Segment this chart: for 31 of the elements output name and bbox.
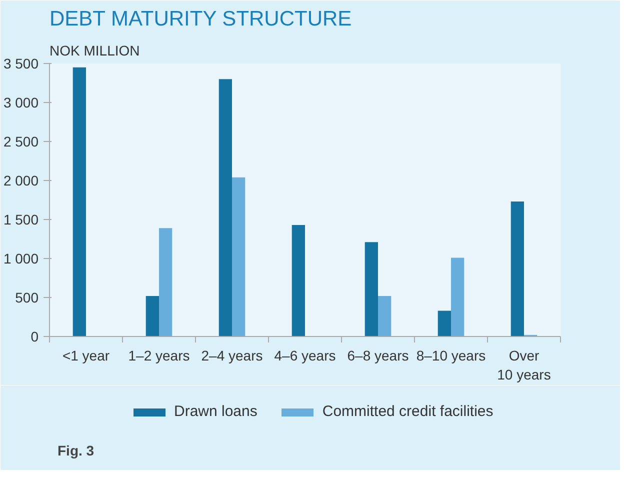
chart-title: DEBT MATURITY STRUCTURE bbox=[50, 8, 352, 30]
x-tick-label: 8–10 years bbox=[416, 348, 486, 364]
bar bbox=[218, 79, 232, 336]
x-tick-label: Over 10 years bbox=[497, 348, 551, 383]
x-tick-label: 4–6 years bbox=[274, 348, 336, 364]
y-tick-label: 3 500 bbox=[3, 56, 39, 72]
bar bbox=[292, 224, 305, 336]
y-tick-label: 500 bbox=[15, 290, 39, 306]
y-tick-label: 1 500 bbox=[3, 212, 39, 228]
caption: Fig. 3 bbox=[58, 442, 94, 458]
x-tick-label: 1–2 years bbox=[128, 348, 190, 364]
x-tick-label: 6–8 years bbox=[347, 348, 409, 364]
y-axis-title: NOK MILLION bbox=[50, 42, 140, 58]
bar bbox=[438, 310, 451, 336]
y-tick-label: 3 000 bbox=[3, 94, 39, 110]
y-tick-label: 0 bbox=[30, 328, 39, 344]
bar bbox=[232, 177, 246, 336]
bar bbox=[146, 296, 159, 336]
legend-label: Drawn loans bbox=[174, 403, 258, 420]
bar bbox=[451, 258, 464, 336]
bar bbox=[159, 228, 172, 336]
bar bbox=[378, 296, 392, 336]
y-tick-label: 1 000 bbox=[3, 250, 39, 266]
legend-label: Committed credit facilities bbox=[322, 403, 494, 420]
bar bbox=[72, 67, 86, 336]
y-tick-label: 2 500 bbox=[3, 134, 39, 150]
x-tick-label: 2–4 years bbox=[201, 348, 263, 364]
x-tick-label: <1 year bbox=[62, 348, 110, 364]
bar bbox=[510, 202, 524, 336]
bar bbox=[364, 242, 378, 336]
y-tick-label: 2 000 bbox=[3, 172, 39, 188]
